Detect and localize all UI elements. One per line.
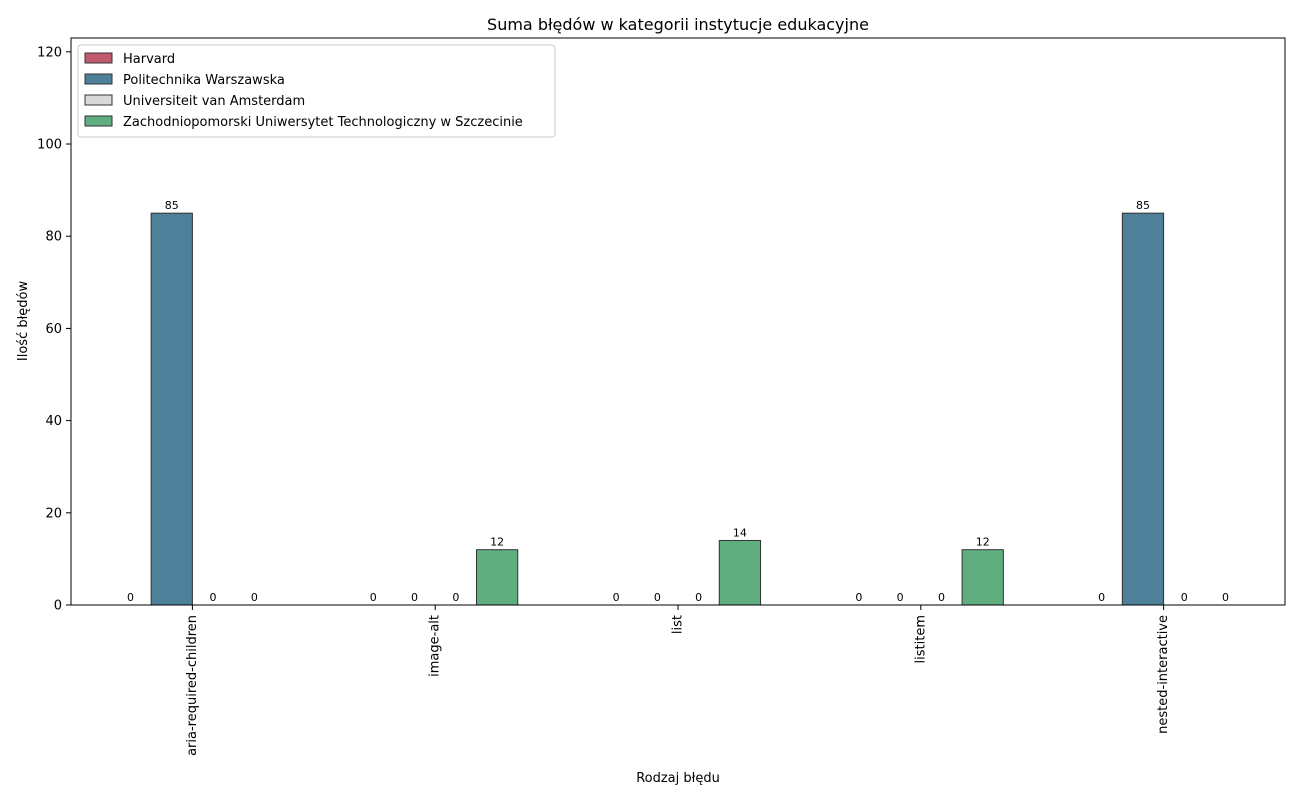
legend-entry-label: Harvard: [123, 52, 175, 67]
chart-title: Suma błędów w kategorii instytucje eduka…: [487, 15, 869, 34]
x-tick-label: list: [671, 615, 686, 634]
y-axis-label: Ilość błędów: [16, 281, 31, 362]
legend-box: [77, 44, 556, 138]
bar-value-label: 0: [452, 591, 459, 604]
bar-value-label: 0: [613, 591, 620, 604]
bar-value-label: 12: [976, 536, 990, 549]
legend-swatch: [84, 52, 113, 64]
bar-value-label: 0: [127, 591, 134, 604]
y-tick-label: 40: [45, 414, 62, 429]
legend-swatch: [84, 73, 113, 85]
y-tick-label: 100: [37, 138, 62, 153]
bar-value-label: 0: [1181, 591, 1188, 604]
x-tick-label: image-alt: [428, 615, 443, 677]
bar-value-label: 14: [733, 526, 747, 539]
y-tick-label: 0: [54, 599, 62, 614]
x-axis-label: Rodzaj błędu: [636, 771, 720, 786]
bar-value-label: 0: [251, 591, 258, 604]
bar-value-label: 12: [490, 536, 504, 549]
y-tick-label: 60: [45, 322, 62, 337]
bar-value-label: 0: [411, 591, 418, 604]
legend: Harvard Politechnika Warszawska Universite…: [77, 44, 556, 138]
bar: [150, 212, 193, 606]
legend-swatch: [84, 115, 113, 127]
x-tick-label: listitem: [913, 615, 928, 663]
plot-frame: [70, 37, 1286, 606]
legend-swatch: [84, 94, 113, 106]
bar-value-label: 0: [695, 591, 702, 604]
bar: [718, 539, 762, 606]
legend-entry-label: Politechnika Warszawska: [123, 73, 285, 88]
y-tick-label: 80: [45, 230, 62, 245]
plot-area: 0 85 0 0 aria-required-children 0 0 0 12 image-al…: [37, 37, 1286, 756]
bar: [1121, 212, 1165, 606]
bar-value-label: 0: [1098, 591, 1105, 604]
bar-value-label: 85: [1136, 199, 1150, 212]
legend-entry-label: Zachodniopomorski Uniwersytet Technologi…: [123, 115, 523, 130]
legend-entry-label: Universiteit van Amsterdam: [123, 94, 305, 109]
y-tick-label: 120: [37, 45, 62, 60]
x-tick-label: nested-interactive: [1156, 615, 1171, 734]
bar: [475, 549, 519, 606]
bar-value-label: 0: [654, 591, 661, 604]
x-tick-label: aria-required-children: [185, 615, 200, 756]
bar-value-label: 0: [855, 591, 862, 604]
bar-value-label: 0: [938, 591, 945, 604]
bar-value-label: 85: [165, 199, 179, 212]
bar-value-label: 0: [1222, 591, 1229, 604]
bar: [961, 549, 1004, 606]
bar-value-label: 0: [210, 591, 217, 604]
bar-value-label: 0: [897, 591, 904, 604]
y-tick-label: 20: [45, 506, 62, 521]
bar-value-label: 0: [370, 591, 377, 604]
